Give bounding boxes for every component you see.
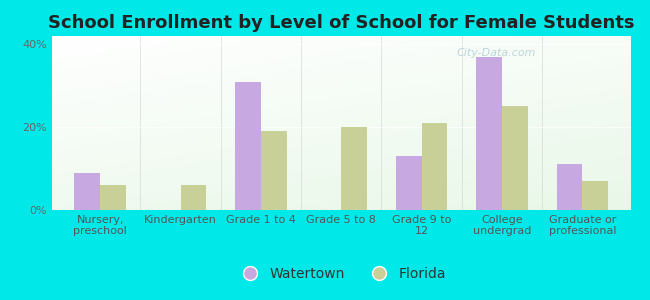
Bar	[181, 185, 206, 210]
Bar	[261, 131, 287, 210]
Bar	[235, 82, 261, 210]
Bar	[396, 156, 422, 210]
Text: City-Data.com: City-Data.com	[457, 48, 536, 58]
Title: School Enrollment by Level of School for Female Students: School Enrollment by Level of School for…	[48, 14, 634, 32]
Bar	[341, 127, 367, 210]
Bar	[422, 123, 447, 210]
Bar	[100, 185, 126, 210]
Bar	[75, 173, 100, 210]
Bar	[502, 106, 528, 210]
Bar	[476, 57, 502, 210]
Legend: Watertown, Florida: Watertown, Florida	[231, 262, 452, 286]
Bar	[582, 181, 608, 210]
Bar	[556, 164, 582, 210]
